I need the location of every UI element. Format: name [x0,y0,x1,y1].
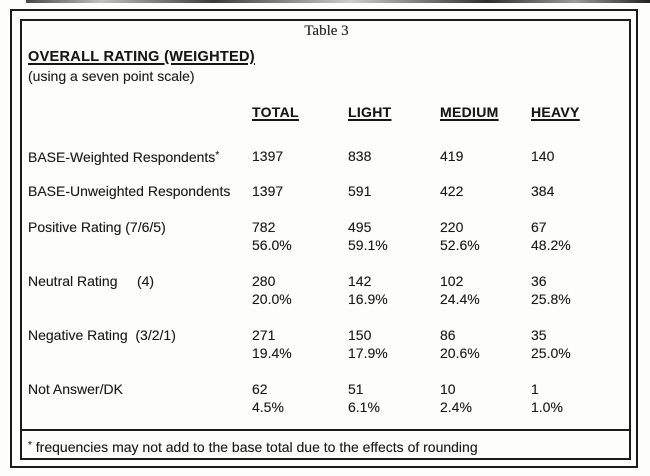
percent-value: 52.6% [440,237,480,253]
count-value: 271 [252,327,276,343]
table-row-not-answer: Not Answer/DK 62 4.5% 51 6.1% 10 2.4% 1 … [28,380,625,416]
row-label: Negative Rating (3/2/1) [28,327,176,343]
count-value: 51 [348,381,364,397]
row-label-text: BASE-Weighted Respondents [28,149,216,165]
cell-total: 782 56.0% [252,218,348,254]
column-header-total: TOTAL [252,104,299,120]
percent-value: 24.4% [440,291,480,307]
percent-value: 4.5% [252,399,284,415]
table-subtitle: (using a seven point scale) [28,68,195,84]
table-inner-frame: Table 3 OVERALL RATING (WEIGHTED) (using… [20,19,631,460]
cell-heavy: 67 48.2% [531,218,625,254]
percent-value: 16.9% [348,291,388,307]
percent-value: 20.6% [440,345,480,361]
count-value: 86 [440,327,456,343]
footnote-divider [22,429,629,431]
table-row-base-weighted: BASE-Weighted Respondents* 1397 838 419 … [28,147,625,166]
cell-heavy: 384 [531,183,555,199]
cell-medium: 422 [440,183,464,199]
cell-medium: 86 20.6% [440,326,531,362]
footnote: * frequencies may not add to the base to… [28,437,625,456]
cell-medium: 10 2.4% [440,380,531,416]
count-value: 782 [252,219,276,235]
cell-total: 280 20.0% [252,272,348,308]
count-value: 67 [531,219,547,235]
cell-total: 271 19.4% [252,326,348,362]
table-row-negative-rating: Negative Rating (3/2/1) 271 19.4% 150 17… [28,326,625,362]
percent-value: 25.0% [531,345,571,361]
table-row-positive-rating: Positive Rating (7/6/5) 782 56.0% 495 59… [28,218,625,254]
column-header-medium: MEDIUM [440,104,499,120]
table-outer-frame: Table 3 OVERALL RATING (WEIGHTED) (using… [10,9,638,468]
count-value: 280 [252,273,276,289]
cell-medium: 220 52.6% [440,218,531,254]
count-value: 220 [440,219,464,235]
column-header-row: TOTAL LIGHT MEDIUM HEAVY [28,103,625,121]
percent-value: 1.0% [531,399,563,415]
cell-heavy: 140 [531,148,555,164]
percent-value: 17.9% [348,345,388,361]
cell-heavy: 1 1.0% [531,380,625,416]
percent-value: 56.0% [252,237,292,253]
count-value: 10 [440,381,456,397]
percent-value: 6.1% [348,399,380,415]
cell-light: 150 17.9% [348,326,440,362]
row-label: BASE-Weighted Respondents* [28,147,252,166]
footnote-marker: * [215,150,220,161]
footnote-text: frequencies may not add to the base tota… [35,439,478,455]
cell-heavy: 36 25.8% [531,272,625,308]
count-value: 102 [440,273,464,289]
cell-light: 838 [348,148,372,164]
row-label: Positive Rating (7/6/5) [28,219,166,235]
row-label: BASE-Unweighted Respondents [28,183,231,199]
cell-light: 591 [348,183,372,199]
cell-medium: 419 [440,148,464,164]
table-row-neutral-rating: Neutral Rating (4) 280 20.0% 142 16.9% 1… [28,272,625,308]
table-title: OVERALL RATING (WEIGHTED) [28,49,255,65]
percent-value: 25.8% [531,291,571,307]
scan-artifact [26,0,650,3]
column-header-light: LIGHT [348,104,392,120]
percent-value: 20.0% [252,291,292,307]
percent-value: 19.4% [252,345,292,361]
cell-total: 62 4.5% [252,380,348,416]
cell-light: 51 6.1% [348,380,440,416]
cell-total: 1397 [252,183,284,199]
count-value: 36 [531,273,547,289]
table-row-base-unweighted: BASE-Unweighted Respondents 1397 591 422… [28,182,625,200]
count-value: 1 [531,381,539,397]
row-label: Not Answer/DK [28,381,123,397]
column-header-heavy: HEAVY [531,104,580,120]
cell-heavy: 35 25.0% [531,326,625,362]
percent-value: 59.1% [348,237,388,253]
row-label: Neutral Rating (4) [28,273,155,289]
percent-value: 2.4% [440,399,472,415]
table-caption: Table 3 [304,23,349,39]
cell-medium: 102 24.4% [440,272,531,308]
count-value: 35 [531,327,547,343]
count-value: 150 [348,327,372,343]
percent-value: 48.2% [531,237,571,253]
cell-total: 1397 [252,148,284,164]
count-value: 62 [252,381,268,397]
count-value: 495 [348,219,372,235]
cell-light: 495 59.1% [348,218,440,254]
footnote-marker: * [28,440,32,451]
cell-light: 142 16.9% [348,272,440,308]
count-value: 142 [348,273,372,289]
